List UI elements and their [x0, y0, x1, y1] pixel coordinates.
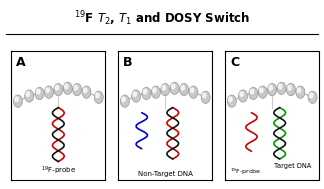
Circle shape — [227, 95, 236, 107]
Circle shape — [308, 91, 317, 103]
Circle shape — [133, 92, 136, 97]
Circle shape — [161, 83, 170, 96]
Circle shape — [63, 82, 72, 94]
Circle shape — [73, 83, 82, 96]
Circle shape — [260, 88, 263, 93]
Circle shape — [151, 86, 160, 98]
Circle shape — [268, 83, 277, 96]
Text: Non-Target DNA: Non-Target DNA — [138, 171, 193, 177]
Circle shape — [249, 87, 258, 100]
Circle shape — [179, 83, 189, 96]
Circle shape — [286, 83, 295, 96]
Circle shape — [296, 86, 305, 98]
Circle shape — [144, 89, 147, 94]
Circle shape — [202, 93, 206, 98]
Circle shape — [288, 85, 291, 90]
Text: $^{19}$F-probe: $^{19}$F-probe — [230, 167, 261, 177]
Circle shape — [65, 84, 68, 89]
Circle shape — [26, 92, 29, 97]
Text: A: A — [16, 56, 26, 69]
Circle shape — [277, 82, 286, 94]
Text: C: C — [230, 56, 239, 69]
Circle shape — [120, 95, 129, 107]
Circle shape — [94, 91, 103, 103]
Circle shape — [74, 85, 77, 90]
Circle shape — [46, 88, 49, 93]
Circle shape — [142, 87, 151, 100]
Circle shape — [238, 90, 248, 102]
Circle shape — [35, 87, 44, 100]
Circle shape — [189, 86, 198, 98]
Circle shape — [172, 84, 175, 89]
Text: B: B — [123, 56, 133, 69]
Circle shape — [181, 85, 184, 90]
Circle shape — [37, 89, 40, 94]
Circle shape — [44, 86, 53, 98]
Circle shape — [170, 82, 179, 94]
Text: $^{19}$F-probe: $^{19}$F-probe — [41, 165, 76, 177]
Circle shape — [279, 84, 282, 89]
Circle shape — [297, 88, 301, 93]
Circle shape — [96, 93, 99, 98]
Text: Target DNA: Target DNA — [274, 163, 311, 169]
Circle shape — [269, 85, 272, 90]
Circle shape — [55, 85, 59, 90]
Circle shape — [25, 90, 34, 102]
Circle shape — [122, 97, 125, 102]
Circle shape — [250, 89, 254, 94]
Circle shape — [201, 91, 210, 103]
Circle shape — [153, 88, 156, 93]
Circle shape — [229, 97, 232, 102]
Circle shape — [15, 97, 18, 102]
Circle shape — [240, 92, 243, 97]
Circle shape — [191, 88, 194, 93]
Circle shape — [13, 95, 22, 107]
Circle shape — [82, 86, 91, 98]
Circle shape — [162, 85, 166, 90]
Text: $^{19}$F $\mathit{T}_2$, $\mathit{T}_1$ and DOSY Switch: $^{19}$F $\mathit{T}_2$, $\mathit{T}_1$ … — [74, 9, 250, 28]
Circle shape — [132, 90, 141, 102]
Circle shape — [84, 88, 87, 93]
Circle shape — [309, 93, 313, 98]
Circle shape — [258, 86, 267, 98]
Circle shape — [54, 83, 63, 96]
